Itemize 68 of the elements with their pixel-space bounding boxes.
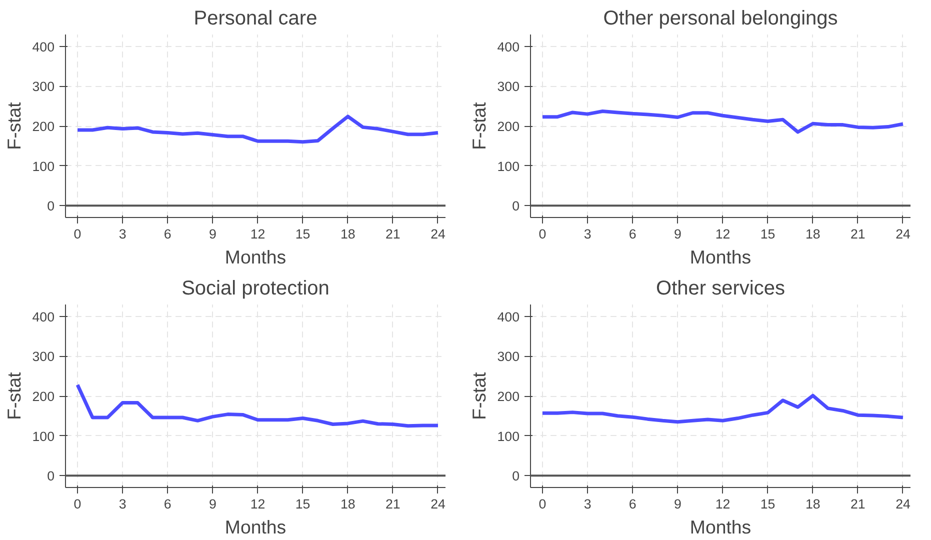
chart-title: Other personal belongings [603, 8, 838, 30]
y-tick-label: 100 [32, 428, 55, 444]
x-tick-label: 21 [850, 496, 866, 512]
y-tick-label: 400 [497, 39, 520, 54]
x-tick-label: 15 [760, 496, 776, 512]
x-tick-label: 21 [386, 496, 400, 512]
x-tick-label: 15 [295, 226, 310, 242]
x-tick-label: 6 [628, 496, 636, 512]
y-tick-label: 0 [512, 468, 520, 484]
chart-title: Other services [656, 278, 785, 300]
y-tick-label: 100 [497, 158, 520, 174]
x-tick-label: 24 [896, 496, 911, 512]
x-tick-label: 0 [538, 226, 546, 242]
y-tick-label: 400 [497, 309, 520, 324]
y-tick-label: 200 [497, 389, 520, 404]
x-tick-label: 24 [896, 226, 911, 242]
y-axis-title: F-stat [468, 101, 490, 150]
y-tick-label: 300 [32, 79, 55, 94]
x-tick-label: 6 [164, 226, 172, 242]
x-tick-label: 9 [674, 496, 682, 512]
y-tick-label: 300 [32, 349, 55, 364]
x-tick-label: 3 [584, 226, 592, 242]
y-tick-label: 300 [497, 349, 520, 364]
x-tick-label: 18 [805, 226, 820, 242]
y-tick-label: 0 [47, 198, 55, 214]
x-tick-label: 12 [715, 226, 730, 242]
x-tick-label: 3 [584, 496, 592, 512]
y-tick-label: 0 [47, 468, 55, 484]
y-tick-label: 300 [497, 79, 520, 94]
x-tick-label: 18 [805, 496, 820, 512]
x-tick-label: 6 [164, 496, 172, 512]
y-tick-label: 400 [32, 309, 55, 324]
chart-title: Social protection [182, 278, 330, 300]
chart-title: Personal care [194, 8, 318, 30]
y-tick-label: 0 [512, 198, 520, 214]
x-tick-label: 18 [340, 226, 356, 242]
x-tick-label: 3 [118, 226, 126, 242]
x-axis-title: Months [690, 516, 752, 538]
y-tick-label: 200 [32, 389, 55, 404]
x-tick-label: 3 [118, 496, 126, 512]
x-tick-label: 9 [208, 226, 216, 242]
x-tick-label: 21 [386, 226, 400, 242]
x-tick-label: 24 [430, 226, 446, 242]
x-tick-label: 12 [250, 226, 266, 242]
y-tick-label: 200 [497, 119, 520, 134]
x-tick-label: 12 [715, 496, 730, 512]
x-tick-label: 15 [295, 496, 310, 512]
x-tick-label: 0 [74, 496, 82, 512]
x-axis-title: Months [690, 246, 752, 268]
x-tick-label: 6 [628, 226, 636, 242]
y-tick-label: 400 [32, 39, 55, 54]
x-tick-label: 21 [850, 226, 866, 242]
y-tick-label: 100 [32, 158, 55, 174]
x-tick-label: 24 [430, 496, 446, 512]
y-axis-title: F-stat [3, 371, 24, 420]
y-tick-label: 100 [497, 428, 520, 444]
x-tick-label: 0 [538, 496, 546, 512]
x-tick-label: 0 [74, 226, 82, 242]
x-axis-title: Months [224, 246, 286, 268]
y-axis-title: F-stat [468, 371, 490, 420]
x-tick-label: 18 [340, 496, 356, 512]
y-axis-title: F-stat [3, 101, 24, 150]
y-tick-label: 200 [32, 119, 55, 134]
x-tick-label: 15 [760, 226, 776, 242]
x-tick-label: 9 [674, 226, 682, 242]
x-tick-label: 12 [250, 496, 266, 512]
x-axis-title: Months [224, 516, 286, 538]
x-tick-label: 9 [208, 496, 216, 512]
